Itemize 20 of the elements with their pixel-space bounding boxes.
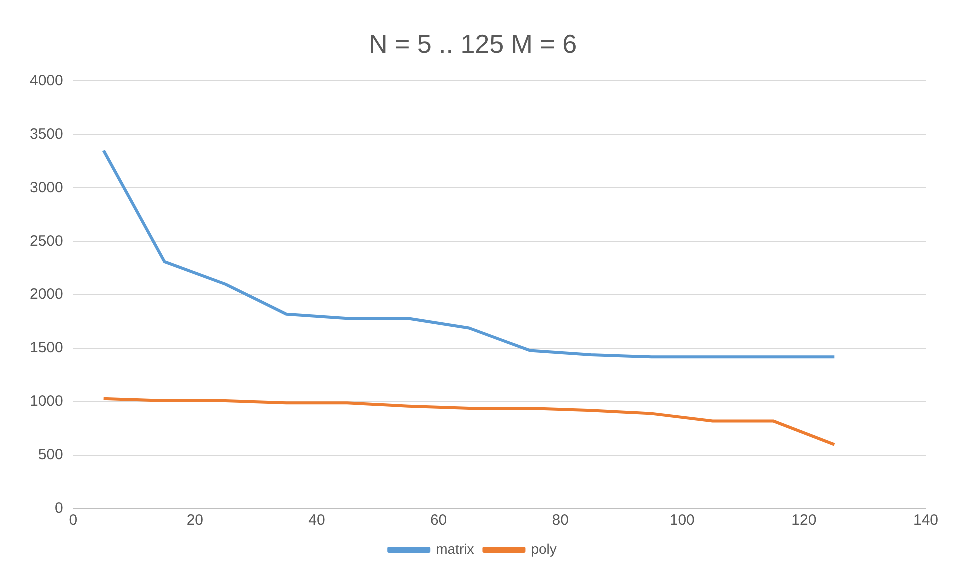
x-tick-label: 40 xyxy=(308,512,326,530)
y-tick-label: 3000 xyxy=(30,179,64,196)
y-tick-label: 3500 xyxy=(30,126,64,143)
x-tick-label: 120 xyxy=(792,512,817,530)
y-tick-label: 4000 xyxy=(30,72,64,90)
x-tick-label: 0 xyxy=(69,512,78,530)
x-tick-label: 20 xyxy=(186,512,204,530)
chart-title: N = 5 .. 125 M = 6 xyxy=(368,28,578,59)
x-tick-label: 140 xyxy=(913,512,939,530)
x-tick-label: 60 xyxy=(430,512,448,530)
y-tick-label: 1000 xyxy=(30,393,64,410)
y-tick-label: 2500 xyxy=(30,232,64,250)
y-tick-label: 500 xyxy=(38,446,64,464)
y-tick-label: 0 xyxy=(55,500,64,518)
legend-label: matrix xyxy=(436,540,474,557)
y-tick-label: 1500 xyxy=(30,340,64,357)
y-tick-label: 2000 xyxy=(30,286,64,304)
x-tick-label: 100 xyxy=(670,512,695,530)
legend-label: poly xyxy=(531,540,557,557)
x-tick-label: 80 xyxy=(552,512,569,530)
